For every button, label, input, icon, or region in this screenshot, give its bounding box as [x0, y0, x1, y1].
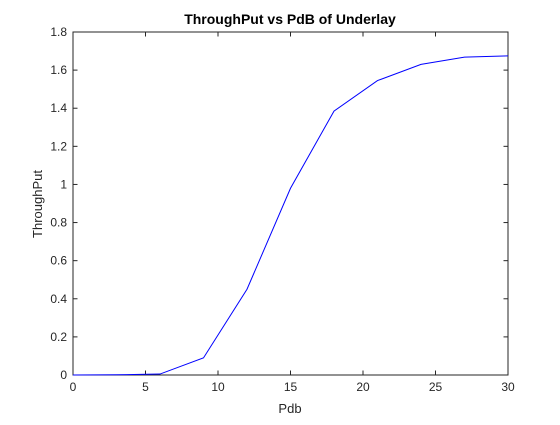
x-axis-label: Pdb [278, 401, 301, 416]
y-axis-ticks: 0 0.2 0.4 0.6 0.8 1 1.2 1.4 1.6 1.8 [50, 25, 508, 382]
x-tick-label: 10 [211, 380, 225, 394]
y-tick-label: 0.2 [50, 330, 67, 344]
y-axis-label: ThroughPut [30, 170, 45, 238]
y-tick-label: 1.6 [50, 63, 67, 77]
x-tick-label: 30 [501, 380, 515, 394]
y-tick-label: 1.4 [50, 101, 67, 115]
series-line [72, 55, 509, 376]
series-layer [72, 55, 509, 376]
x-axis-ticks: 0 5 10 15 20 25 30 [70, 32, 515, 394]
y-tick-label: 0.8 [50, 216, 67, 230]
x-tick-label: 5 [142, 380, 149, 394]
y-tick-label: 1.2 [50, 139, 67, 153]
y-tick-label: 1.8 [50, 25, 67, 39]
y-tick-label: 0.4 [50, 292, 67, 306]
y-tick-label: 0.6 [50, 254, 67, 268]
y-tick-label: 1 [60, 177, 67, 191]
x-tick-label: 20 [356, 380, 370, 394]
x-tick-label: 15 [284, 380, 298, 394]
x-tick-label: 0 [70, 380, 77, 394]
plot-area [72, 31, 509, 376]
y-tick-label: 0 [60, 368, 67, 382]
chart-title: ThroughPut vs PdB of Underlay [184, 11, 396, 27]
x-tick-label: 25 [429, 380, 443, 394]
